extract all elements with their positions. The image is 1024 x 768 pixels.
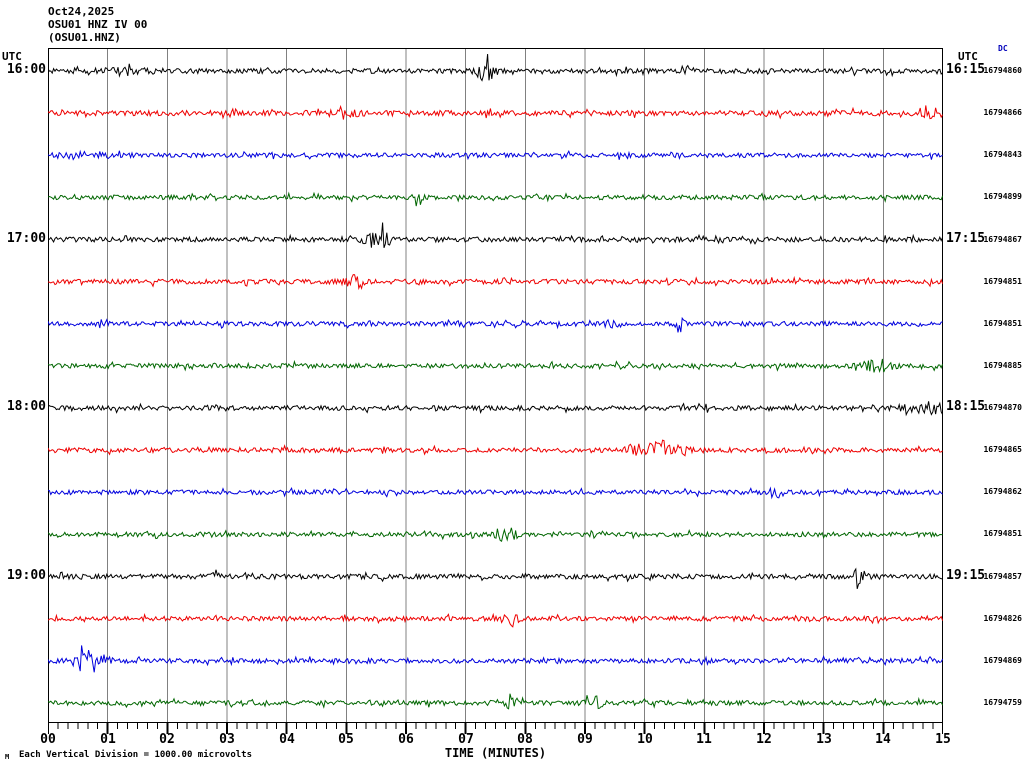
dc-value: 16794843: [983, 150, 1022, 159]
x-tick-label: 04: [279, 732, 295, 747]
x-tick-label: 03: [219, 732, 235, 747]
dc-value: 16794862: [983, 487, 1022, 496]
title-channel: (OSU01.HNZ): [48, 31, 121, 44]
scale-note: Each Vertical Division = 1000.00 microvo…: [19, 750, 252, 760]
x-tick-label: 10: [637, 732, 653, 747]
x-tick-label: 05: [338, 732, 354, 747]
seismic-trace-row-7: [48, 358, 943, 373]
title-station: OSU01 HNZ IV 00: [48, 18, 148, 31]
seismic-trace-row-6: [48, 316, 943, 333]
dc-value: 16794851: [983, 529, 1022, 538]
dc-value: 16794870: [983, 403, 1022, 412]
seismogram-plot: [48, 48, 943, 738]
x-tick-label: 11: [696, 732, 712, 747]
right-hour-label: 19:15: [946, 568, 986, 583]
x-axis-title: TIME (MINUTES): [444, 746, 547, 760]
seismic-trace-row-0: [48, 53, 943, 82]
dc-value: 16794826: [983, 614, 1022, 623]
seismic-trace-row-4: [48, 222, 943, 249]
seismic-trace-row-3: [48, 191, 943, 207]
seismic-trace-row-9: [48, 439, 943, 457]
dc-value: 16794885: [983, 361, 1022, 370]
seismic-trace-row-13: [48, 612, 943, 628]
dc-value: 16794865: [983, 445, 1022, 454]
dc-value: 16794851: [983, 319, 1022, 328]
dc-value: 16794851: [983, 277, 1022, 286]
seismic-trace-row-8: [48, 401, 943, 417]
x-tick-label: 02: [159, 732, 175, 747]
x-tick-label: 07: [458, 732, 474, 747]
dc-value: 16794860: [983, 66, 1022, 75]
left-hour-label: 19:00: [6, 568, 46, 583]
left-hour-label: 18:00: [6, 399, 46, 414]
x-tick-label: 09: [577, 732, 593, 747]
seismic-trace-row-2: [48, 149, 943, 161]
dc-value: 16794869: [983, 656, 1022, 665]
x-tick-label: 01: [100, 732, 116, 747]
dc-value: 16794867: [983, 235, 1022, 244]
left-utc-label: UTC: [2, 50, 22, 63]
x-tick-label: 12: [756, 732, 772, 747]
seismic-trace-row-11: [48, 527, 943, 542]
x-tick-label: 00: [40, 732, 56, 747]
dc-value: 16794857: [983, 572, 1022, 581]
seismic-trace-row-5: [48, 274, 943, 291]
seismic-trace-row-15: [48, 693, 943, 710]
right-hour-label: 18:15: [946, 399, 986, 414]
right-utc-label: UTC: [958, 50, 978, 63]
x-tick-label: 14: [875, 732, 891, 747]
right-hour-label: 17:15: [946, 231, 986, 246]
x-tick-label: 15: [935, 732, 951, 747]
left-hour-label: 17:00: [6, 231, 46, 246]
dc-value: 16794866: [983, 108, 1022, 117]
seismic-trace-row-10: [48, 486, 943, 500]
dc-column-label: DC: [998, 44, 1008, 53]
dc-value: 16794899: [983, 192, 1022, 201]
seismic-trace-row-12: [48, 567, 943, 589]
footer-marker: M: [5, 753, 10, 761]
seismic-trace-row-1: [48, 104, 943, 120]
x-tick-label: 06: [398, 732, 414, 747]
left-hour-label: 16:00: [6, 62, 46, 77]
x-tick-label: 13: [816, 732, 832, 747]
x-tick-label: 08: [517, 732, 533, 747]
title-date: Oct24,2025: [48, 5, 115, 18]
seismic-trace-row-14: [48, 645, 943, 673]
right-hour-label: 16:15: [946, 62, 986, 77]
dc-value: 16794759: [983, 698, 1022, 707]
